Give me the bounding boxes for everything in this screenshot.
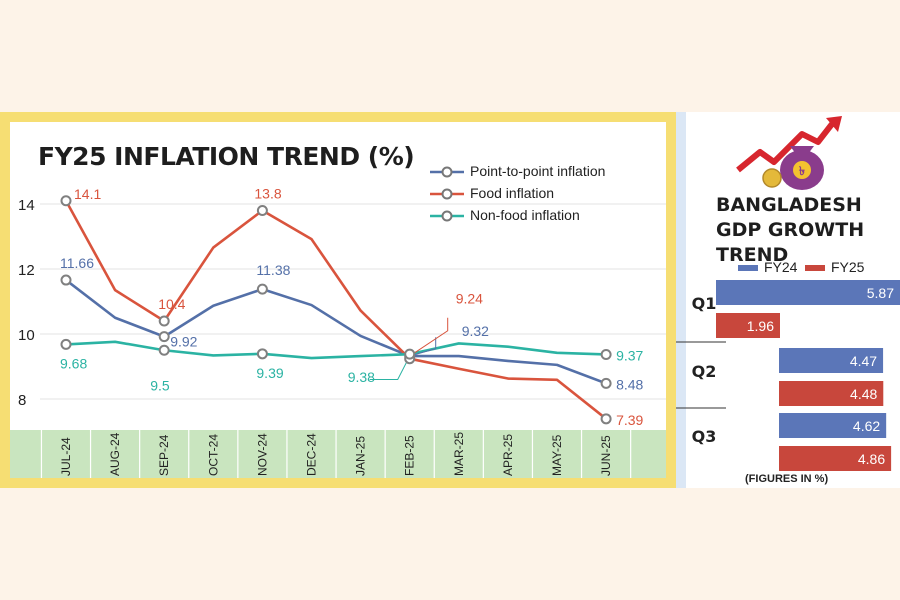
y-tick-label: 8 — [18, 392, 26, 409]
data-point-point-to-point — [158, 331, 170, 343]
data-point-food — [256, 205, 268, 216]
x-tick-label: JUL-24 — [59, 437, 73, 476]
x-tick-label: FEB-25 — [403, 435, 417, 476]
x-tick-label: NOV-24 — [255, 433, 269, 476]
gdp-bar-chart: Q1 5.87 1.96 Q2 4.47 4.48 Q3 4.62 4.86 — [676, 280, 900, 471]
data-label-food: 14.1 — [74, 186, 101, 202]
data-point-point-to-point — [600, 377, 612, 389]
data-label-point-to-point: 9.32 — [462, 323, 489, 339]
data-point-non-food — [404, 348, 416, 360]
data-label-point-to-point: 8.48 — [616, 376, 643, 392]
data-point-non-food — [60, 338, 72, 350]
gdp-value-label: 1.96 — [747, 318, 774, 334]
data-point-non-food — [158, 344, 170, 356]
gdp-figures-note: (FIGURES IN %) — [745, 473, 829, 485]
gdp-legend-fy25: FY25 — [805, 259, 864, 275]
chart-title: FY25 INFLATION TREND (%) — [38, 142, 415, 171]
data-point-point-to-point — [256, 283, 268, 295]
data-label-non-food: 9.37 — [616, 347, 643, 363]
y-tick-label: 14 — [18, 197, 35, 214]
data-label-food: 10.4 — [158, 296, 185, 312]
x-tick-label: MAY-25 — [550, 434, 564, 476]
svg-text:৳: ৳ — [799, 164, 805, 178]
gdp-legend-label-fy24: FY24 — [764, 259, 798, 275]
gdp-bar-fy25 — [716, 313, 780, 338]
data-point-food — [60, 195, 72, 207]
gdp-value-label: 4.86 — [858, 451, 885, 467]
data-label-food: 13.8 — [254, 186, 281, 202]
x-tick-label: JAN-25 — [354, 436, 368, 476]
legend-point-to-point: Point-to-point inflation — [430, 163, 605, 179]
data-label-non-food: 9.68 — [60, 355, 87, 371]
data-point-point-to-point — [60, 274, 72, 286]
legend-swatch-point-to-point — [430, 166, 464, 178]
gdp-category-q1: Q1 — [692, 294, 717, 313]
legend-food: Food inflation — [430, 185, 554, 201]
leader-line — [409, 337, 437, 357]
data-label-non-food: 9.38 — [348, 369, 375, 385]
x-tick-label: AUG-24 — [108, 432, 122, 476]
legend-label-food: Food inflation — [470, 185, 555, 201]
gdp-bar-fy24 — [716, 280, 900, 305]
series-line-non-food — [65, 340, 607, 360]
gdp-bar-fy24 — [779, 348, 884, 373]
x-tick-label: APR-25 — [501, 434, 515, 476]
gdp-legend-fy24: FY24 — [738, 259, 797, 275]
inflation-line-chart: 14 12 10 8 JUL-24 AUG-24 SEP-24 OCT-24 NOV-24 DEC… — [10, 186, 666, 478]
inflation-panel-frame: 14 12 10 8 JUL-24 AUG-24 SEP-24 OCT-24 NOV-24 DEC… — [0, 112, 676, 488]
gdp-value-label: 4.48 — [850, 386, 877, 402]
legend-swatch-non-food — [430, 210, 464, 222]
gdp-bar-fy24 — [779, 413, 887, 438]
data-label-non-food: 9.5 — [150, 377, 170, 393]
gdp-bar-fy25 — [779, 446, 892, 471]
y-tick-label: 12 — [18, 262, 35, 279]
series-line-point-to-point — [65, 279, 607, 385]
x-axis-band — [10, 430, 666, 478]
gdp-legend-swatch-fy25 — [805, 265, 825, 272]
gdp-chart-title: BANGLADESH GDP GROWTH TREND — [716, 194, 865, 266]
x-tick-label: SEP-24 — [157, 434, 171, 476]
legend-swatch-food — [430, 188, 464, 200]
growth-money-bag-icon: ৳ — [736, 116, 842, 190]
gdp-value-label: 4.62 — [853, 418, 880, 434]
leader-line — [409, 317, 449, 357]
x-tick-label: MAR-25 — [452, 432, 466, 476]
legend-label-point-to-point: Point-to-point inflation — [470, 163, 606, 179]
gdp-category-q2: Q2 — [692, 362, 717, 381]
leader-line — [369, 355, 411, 380]
x-tick-label: OCT-24 — [206, 434, 220, 476]
x-tick-label: DEC-24 — [305, 433, 319, 476]
inflation-chart-area: 14 12 10 8 JUL-24 AUG-24 SEP-24 OCT-24 NOV-24 DEC… — [10, 122, 666, 478]
x-tick-label: JUN-25 — [599, 435, 613, 476]
data-label-point-to-point: 9.92 — [170, 334, 197, 350]
data-point-food — [600, 413, 612, 425]
data-label-food: 7.39 — [616, 412, 643, 428]
y-tick-label: 10 — [18, 327, 35, 344]
data-point-non-food — [600, 348, 612, 360]
gdp-legend-label-fy25: FY25 — [831, 259, 865, 275]
data-point-food — [158, 315, 170, 327]
gdp-bar-fy25 — [779, 381, 884, 406]
legend-label-non-food: Non-food inflation — [470, 207, 580, 223]
data-label-food: 9.24 — [456, 291, 483, 307]
gdp-value-label: 5.87 — [867, 285, 894, 301]
gdp-value-label: 4.47 — [850, 353, 877, 369]
legend-non-food: Non-food inflation — [430, 207, 580, 223]
gdp-category-q3: Q3 — [692, 427, 717, 446]
gdp-legend-swatch-fy24 — [738, 265, 758, 272]
data-label-point-to-point: 11.66 — [60, 255, 94, 271]
data-label-point-to-point: 11.38 — [256, 262, 290, 278]
data-label-non-food: 9.39 — [256, 365, 283, 381]
series-line-food — [64, 200, 607, 420]
data-point-non-food — [256, 348, 268, 360]
